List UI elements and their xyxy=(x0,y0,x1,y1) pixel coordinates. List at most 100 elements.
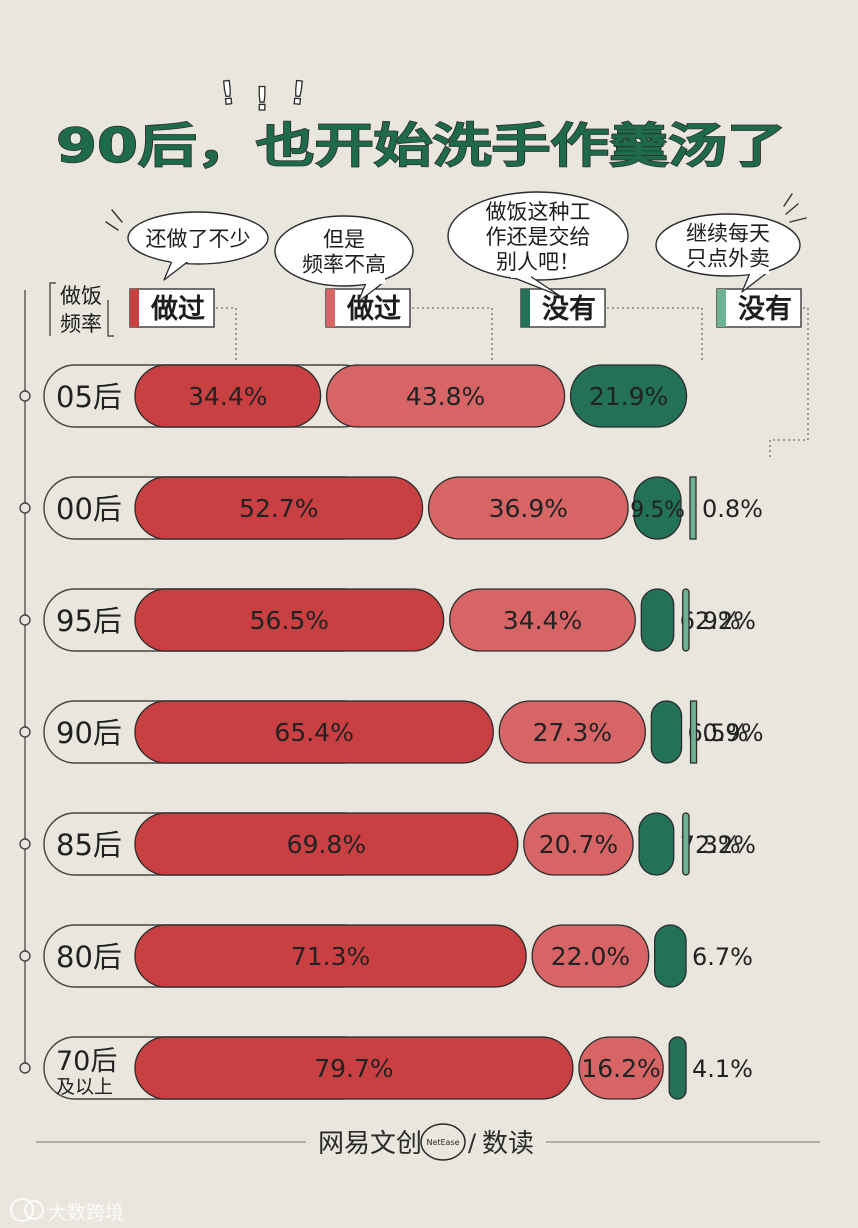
table-row: 95后 56.5% 34.4% 6.9%2.2% xyxy=(19,588,756,652)
bar-segment xyxy=(134,476,424,540)
bar-segment xyxy=(638,812,675,876)
bar-segment xyxy=(134,364,322,428)
bar-segment xyxy=(427,476,629,540)
data-label: 34.4% xyxy=(503,606,582,635)
bar-segment xyxy=(640,588,675,652)
bar-segment xyxy=(134,700,494,764)
watermark: 大数跨境 xyxy=(10,1198,124,1224)
brand-logo-text: 网易文创 xyxy=(318,1129,422,1159)
data-label: 34.4% xyxy=(188,382,267,411)
color-swatch xyxy=(717,289,726,327)
bar-segment xyxy=(569,364,688,428)
color-swatch xyxy=(326,289,335,327)
bar-segment xyxy=(134,588,445,652)
data-label: 16.2% xyxy=(581,1054,660,1083)
column-header-label: 没有 xyxy=(542,294,596,325)
bar-segment xyxy=(689,476,697,540)
timeline-dot xyxy=(19,726,31,738)
spark-mark xyxy=(105,221,119,231)
data-label: 2.2% xyxy=(695,607,756,635)
data-label: 65.4% xyxy=(274,718,353,747)
data-label: 43.8% xyxy=(406,382,485,411)
brand-separator: / xyxy=(468,1129,477,1157)
data-label: 2.2% xyxy=(695,831,756,859)
data-label: 22.0% xyxy=(551,942,630,971)
bubble-text: 只点外卖 xyxy=(686,247,770,271)
timeline-dot xyxy=(19,502,31,514)
spark-mark xyxy=(785,203,799,215)
timeline-dot xyxy=(19,390,31,402)
data-label: 52.7% xyxy=(239,494,318,523)
category-label: 85后 xyxy=(56,828,122,862)
data-label: 0.8% xyxy=(702,495,763,523)
bar-segment xyxy=(523,812,634,876)
bar-segment xyxy=(134,924,527,988)
bar-segment xyxy=(578,1036,664,1100)
spark-mark xyxy=(789,217,807,223)
category-label: 95后 xyxy=(56,604,122,638)
category-label: 00后 xyxy=(56,492,122,526)
data-label: 79.7% xyxy=(314,1054,393,1083)
category-sublabel: 及以上 xyxy=(56,1076,113,1098)
data-label: 9.5% xyxy=(630,498,685,523)
column-header-label: 做过 xyxy=(346,294,401,325)
column-header-box xyxy=(129,288,215,328)
category-label: 05后 xyxy=(56,380,122,414)
data-label: 20.7% xyxy=(539,830,618,859)
data-label: 6.5% xyxy=(688,719,749,747)
table-row: 05后 34.4% 43.8% 21.9% xyxy=(19,364,688,428)
data-label: 0.9% xyxy=(703,719,764,747)
column-header-box xyxy=(716,288,802,328)
bar-segment xyxy=(668,1036,687,1100)
spark-mark xyxy=(111,209,123,223)
watermark-text: 大数跨境 xyxy=(48,1202,124,1224)
category-label: 80后 xyxy=(56,940,122,974)
bar-segment xyxy=(654,924,687,988)
data-label: 36.9% xyxy=(489,494,568,523)
category-label: 70后 xyxy=(56,1046,117,1077)
bar-segment xyxy=(633,476,682,540)
bar-segment xyxy=(650,700,683,764)
column-header: 没有 xyxy=(716,288,802,328)
color-swatch xyxy=(521,289,530,327)
exclamation-mark: ! xyxy=(219,73,237,112)
data-label: 21.9% xyxy=(589,382,668,411)
leader-line xyxy=(412,307,493,362)
brand-badge: NetEase xyxy=(426,1138,459,1147)
bubble-text: 频率不高 xyxy=(302,253,386,277)
bar-segment xyxy=(449,588,636,652)
column-header: 做过 xyxy=(325,288,411,328)
page-title: 90后，也开始洗手作羹汤了 xyxy=(56,119,786,174)
leader-line xyxy=(769,307,809,460)
brand-product: 数读 xyxy=(482,1129,534,1159)
table-row: 00后 52.7% 36.9% 9.5% 0.8% xyxy=(19,476,763,540)
bubble-text: 做饭这种工 xyxy=(486,200,591,224)
column-header-label: 没有 xyxy=(738,294,792,325)
timeline-dot xyxy=(19,838,31,850)
spark-mark xyxy=(783,193,793,207)
axis-label-line: 频率 xyxy=(60,312,102,336)
column-header-box xyxy=(325,288,411,328)
table-row: 80后 71.3% 22.0% 6.7% xyxy=(19,924,753,988)
data-label: 56.5% xyxy=(250,606,329,635)
speech-bubble: 还做了不少 xyxy=(127,211,269,281)
exclamation-mark: ! xyxy=(255,80,270,118)
timeline-dot xyxy=(19,1062,31,1074)
category-label: 90后 xyxy=(56,716,122,750)
color-swatch xyxy=(130,289,139,327)
table-row: 85后 69.8% 20.7% 7.3%2.2% xyxy=(19,812,756,876)
data-label: 4.1% xyxy=(692,1055,753,1083)
bar-segment xyxy=(531,924,650,988)
column-header-label: 做过 xyxy=(150,294,205,325)
data-label: 27.3% xyxy=(533,718,612,747)
axis-label-line: 做饭 xyxy=(60,284,102,308)
data-label: 69.8% xyxy=(287,830,366,859)
data-label: 71.3% xyxy=(291,942,370,971)
bar-segment xyxy=(682,588,690,652)
data-label: 7.3% xyxy=(680,831,741,859)
bar-segment xyxy=(682,812,690,876)
